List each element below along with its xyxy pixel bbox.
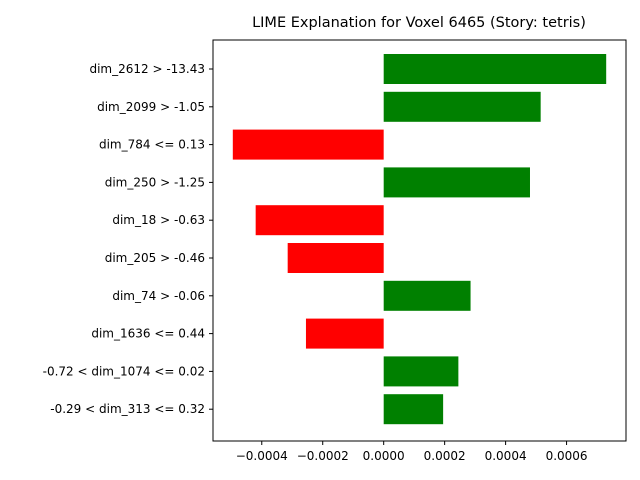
y-tick-label: -0.29 < dim_313 <= 0.32 xyxy=(50,402,205,416)
bar-2 xyxy=(232,129,384,160)
y-tick-label: -0.72 < dim_1074 <= 0.02 xyxy=(43,364,205,378)
bar-6 xyxy=(383,280,471,311)
bar-7 xyxy=(305,318,384,349)
y-tick-label: dim_205 > -0.46 xyxy=(105,251,205,265)
bar-0 xyxy=(383,54,607,84)
bar-3 xyxy=(383,167,530,198)
x-tick-label: −0.0004 xyxy=(236,449,288,463)
x-tick-label: 0.0004 xyxy=(485,449,527,463)
x-tick-label: 0.0000 xyxy=(363,449,405,463)
x-tick-label: 0.0002 xyxy=(424,449,466,463)
y-tick-label: dim_1636 <= 0.44 xyxy=(91,327,205,341)
x-tick-label: 0.0006 xyxy=(546,449,588,463)
bars-layer xyxy=(232,54,607,425)
bar-8 xyxy=(383,356,459,387)
y-tick-label: dim_74 > -0.06 xyxy=(112,289,205,303)
chart-title: LIME Explanation for Voxel 6465 (Story: … xyxy=(252,15,586,31)
y-tick-label: dim_784 <= 0.13 xyxy=(99,138,205,152)
plot-frame xyxy=(212,39,627,442)
y-tick-label: dim_2099 > -1.05 xyxy=(97,100,205,114)
y-axis-ticks: dim_2612 > -13.43 dim_2099 > -1.05 dim_784… xyxy=(43,62,213,416)
bar-5 xyxy=(287,243,384,273)
x-axis-ticks: −0.0004 −0.0002 0.0000 0.0002 0.0004 0.0006 xyxy=(236,441,588,463)
bar-9 xyxy=(383,394,444,425)
y-tick-label: dim_2612 > -13.43 xyxy=(89,62,205,76)
bar-1 xyxy=(383,91,541,122)
x-tick-label: −0.0002 xyxy=(297,449,349,463)
y-tick-label: dim_250 > -1.25 xyxy=(105,175,205,189)
y-tick-label: dim_18 > -0.63 xyxy=(112,213,205,227)
bar-4 xyxy=(255,205,384,236)
